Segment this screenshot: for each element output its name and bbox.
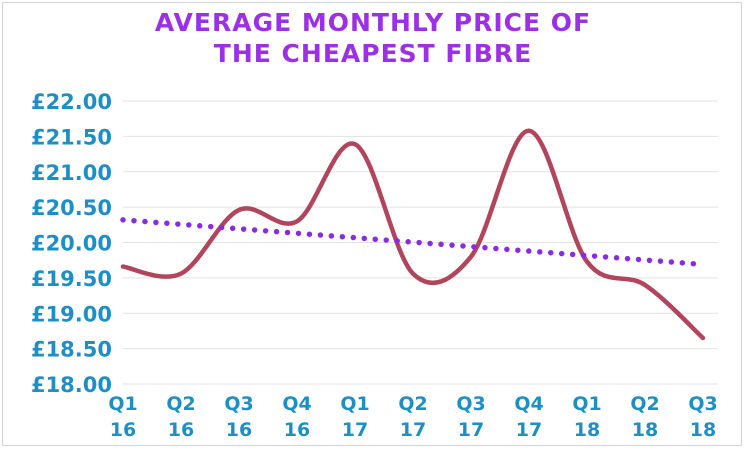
data-point (179, 222, 183, 226)
y-tick-label: £19.00 (31, 302, 112, 326)
y-tick-label: £21.00 (31, 161, 112, 185)
data-point (295, 231, 299, 235)
x-tick-label: Q4 16 (282, 393, 311, 441)
data-point (411, 272, 415, 276)
y-tick-label: £19.50 (31, 267, 112, 291)
series-layer (120, 128, 706, 341)
data-point (469, 245, 473, 249)
y-tick-label: £20.50 (31, 196, 112, 220)
x-tick-label: Q4 17 (514, 393, 543, 441)
data-point (469, 255, 473, 259)
data-point (585, 253, 589, 257)
x-axis-ticks: Q1 16 Q2 16 Q3 16 Q4 16 Q1 17 Q2 17 Q3 17 Q4 17 Q1 18 Q2 18… (108, 393, 717, 441)
y-tick-label: £22.00 (31, 90, 112, 114)
y-tick-label: £21.50 (31, 125, 112, 149)
data-point (643, 283, 647, 287)
data-point (701, 262, 705, 266)
x-tick-label: Q3 17 (456, 393, 485, 441)
x-tick-label: Q1 16 (108, 393, 137, 441)
x-tick-label: Q2 16 (166, 393, 195, 441)
data-point (701, 336, 705, 340)
x-tick-label: Q1 18 (572, 393, 601, 441)
chart-title-line-2: THE CHEAPEST FIBRE (213, 39, 533, 68)
x-tick-label: Q3 18 (688, 393, 717, 441)
chart-title-line-1: AVERAGE MONTHLY PRICE OF (154, 8, 592, 37)
x-tick-label: Q3 16 (224, 393, 253, 441)
y-tick-label: £18.00 (31, 373, 112, 397)
data-point (585, 260, 589, 264)
y-tick-label: £20.00 (31, 232, 112, 256)
gridlines (123, 100, 718, 385)
y-axis-ticks: £22.00 £21.50 £21.00 £20.50 £20.00 £19.50 £19.… (31, 90, 112, 397)
data-point (121, 265, 125, 269)
data-point (353, 236, 357, 240)
x-tick-label: Q1 17 (340, 393, 369, 441)
data-point (527, 129, 531, 133)
data-point (411, 241, 415, 245)
x-tick-label: Q2 18 (630, 393, 659, 441)
data-point (527, 249, 531, 253)
data-point (295, 219, 299, 223)
data-point (643, 257, 647, 261)
y-tick-label: £18.50 (31, 338, 112, 362)
series-line (120, 128, 706, 341)
x-tick-label: Q2 17 (398, 393, 427, 441)
series-trendline (120, 217, 706, 268)
data-point (237, 208, 241, 212)
chart-frame (2, 2, 742, 446)
data-point (121, 218, 125, 222)
data-point (237, 227, 241, 231)
data-point (353, 142, 357, 146)
data-point (179, 272, 183, 276)
